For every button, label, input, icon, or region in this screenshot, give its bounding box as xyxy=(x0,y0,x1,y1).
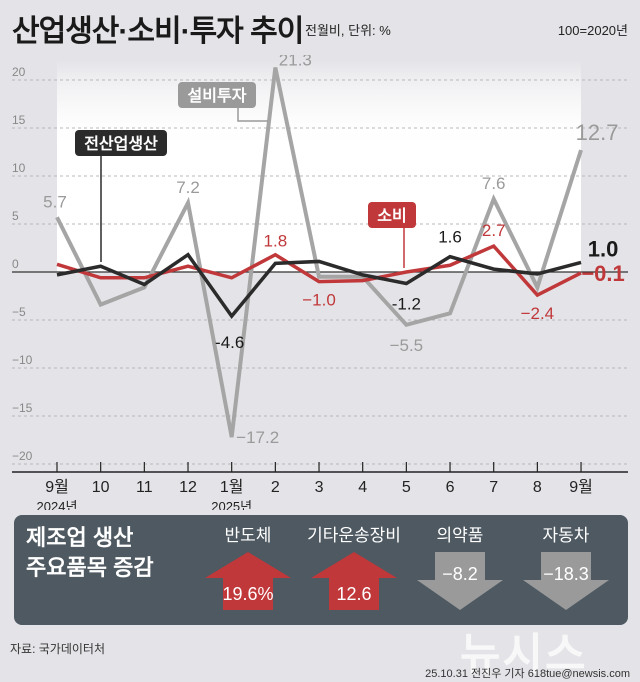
data-labels: 5.7 7.2 −17.2 21.3 −5.5 7.6 12.7 -4.6 -1.2 1.6 1.0… xyxy=(43,55,625,447)
svg-text:7.6: 7.6 xyxy=(482,174,506,193)
svg-text:9월: 9월 xyxy=(45,478,69,496)
svg-text:7.2: 7.2 xyxy=(176,178,200,197)
svg-text:−10: −10 xyxy=(12,353,33,367)
svg-text:소비: 소비 xyxy=(377,207,406,225)
up-arrow-icon: 12.6 xyxy=(311,552,397,610)
svg-text:1월: 1월 xyxy=(220,478,244,496)
chart-subtitle: 전월비, 단위: % xyxy=(305,23,391,38)
svg-text:5: 5 xyxy=(12,209,19,223)
svg-text:4: 4 xyxy=(358,479,367,496)
manufacturing-panel: 제조업 생산 주요품목 증감 반도체 19.6% 기타운송장비 12.6 의약품… xyxy=(14,515,628,625)
svg-text:−20: −20 xyxy=(12,449,33,463)
svg-text:12.7: 12.7 xyxy=(576,120,619,145)
svg-text:5.7: 5.7 xyxy=(43,192,67,211)
svg-text:9월: 9월 xyxy=(569,478,593,496)
svg-text:11: 11 xyxy=(136,479,153,496)
svg-text:1.8: 1.8 xyxy=(264,232,288,251)
svg-text:2024년: 2024년 xyxy=(37,499,78,510)
panel-item-pharmaceuticals: 의약품 −8.2 xyxy=(400,521,520,612)
svg-text:−5.5: −5.5 xyxy=(390,336,424,355)
svg-text:10: 10 xyxy=(92,479,110,496)
svg-text:10: 10 xyxy=(12,161,26,175)
svg-text:6: 6 xyxy=(446,479,455,496)
source-note: 자료: 국가데이터처 xyxy=(10,642,105,656)
svg-text:−15: −15 xyxy=(12,401,33,415)
svg-text:설비투자: 설비투자 xyxy=(188,87,247,105)
svg-text:2.7: 2.7 xyxy=(482,221,506,240)
svg-text:−0.1: −0.1 xyxy=(581,261,624,286)
svg-text:−17.2: −17.2 xyxy=(236,428,279,447)
svg-text:-1.2: -1.2 xyxy=(392,295,421,314)
svg-text:0: 0 xyxy=(12,257,19,271)
svg-text:3: 3 xyxy=(315,479,324,496)
chart-title: 산업생산·소비·투자 추이 xyxy=(12,15,304,48)
credit-line: 25.10.31 전진우 기자 618tue@newsis.com xyxy=(425,668,630,680)
watermark: 뉴시스 xyxy=(460,630,588,679)
svg-text:−1.0: −1.0 xyxy=(302,291,336,310)
down-arrow-icon: −18.3 xyxy=(523,552,609,610)
panel-item-semiconductor: 반도체 19.6% xyxy=(188,521,308,612)
svg-text:21.3: 21.3 xyxy=(279,55,312,70)
svg-text:2: 2 xyxy=(271,479,280,496)
svg-text:1.6: 1.6 xyxy=(438,228,462,247)
line-chart: 20 15 10 5 0 −5 −10 −15 −20 9월 10 11 12 1월 2 3 4 5 6 7 8 9월 2… xyxy=(12,55,628,510)
svg-text:8: 8 xyxy=(533,479,542,496)
svg-text:7: 7 xyxy=(489,479,498,496)
svg-text:전산업생산: 전산업생산 xyxy=(84,135,158,153)
y-axis-ticks: 20 15 10 5 0 −5 −10 −15 −20 xyxy=(12,65,33,463)
svg-text:12.6: 12.6 xyxy=(336,584,371,604)
series-lines xyxy=(55,67,583,438)
svg-text:19.6%: 19.6% xyxy=(222,584,273,604)
svg-text:−8.2: −8.2 xyxy=(442,564,478,584)
svg-text:12: 12 xyxy=(179,479,197,496)
svg-text:5: 5 xyxy=(402,479,411,496)
panel-item-automobiles: 자동차 −18.3 xyxy=(506,521,626,612)
svg-text:-4.6: -4.6 xyxy=(215,333,244,352)
svg-text:−18.3: −18.3 xyxy=(543,564,589,584)
svg-text:−2.4: −2.4 xyxy=(521,304,555,323)
svg-text:2025년: 2025년 xyxy=(211,499,252,510)
down-arrow-icon: −8.2 xyxy=(417,552,503,610)
svg-text:20: 20 xyxy=(12,65,26,79)
x-axis: 9월 10 11 12 1월 2 3 4 5 6 7 8 9월 2024년 2025년 xyxy=(12,462,628,510)
up-arrow-icon: 19.6% xyxy=(205,552,291,610)
svg-text:−5: −5 xyxy=(12,305,26,319)
svg-text:15: 15 xyxy=(12,113,26,127)
svg-text:1.0: 1.0 xyxy=(588,236,619,261)
panel-item-transport-equipment: 기타운송장비 12.6 xyxy=(294,521,414,612)
base-note: 100=2020년 xyxy=(557,23,628,38)
panel-title: 제조업 생산 주요품목 증감 xyxy=(26,525,154,580)
